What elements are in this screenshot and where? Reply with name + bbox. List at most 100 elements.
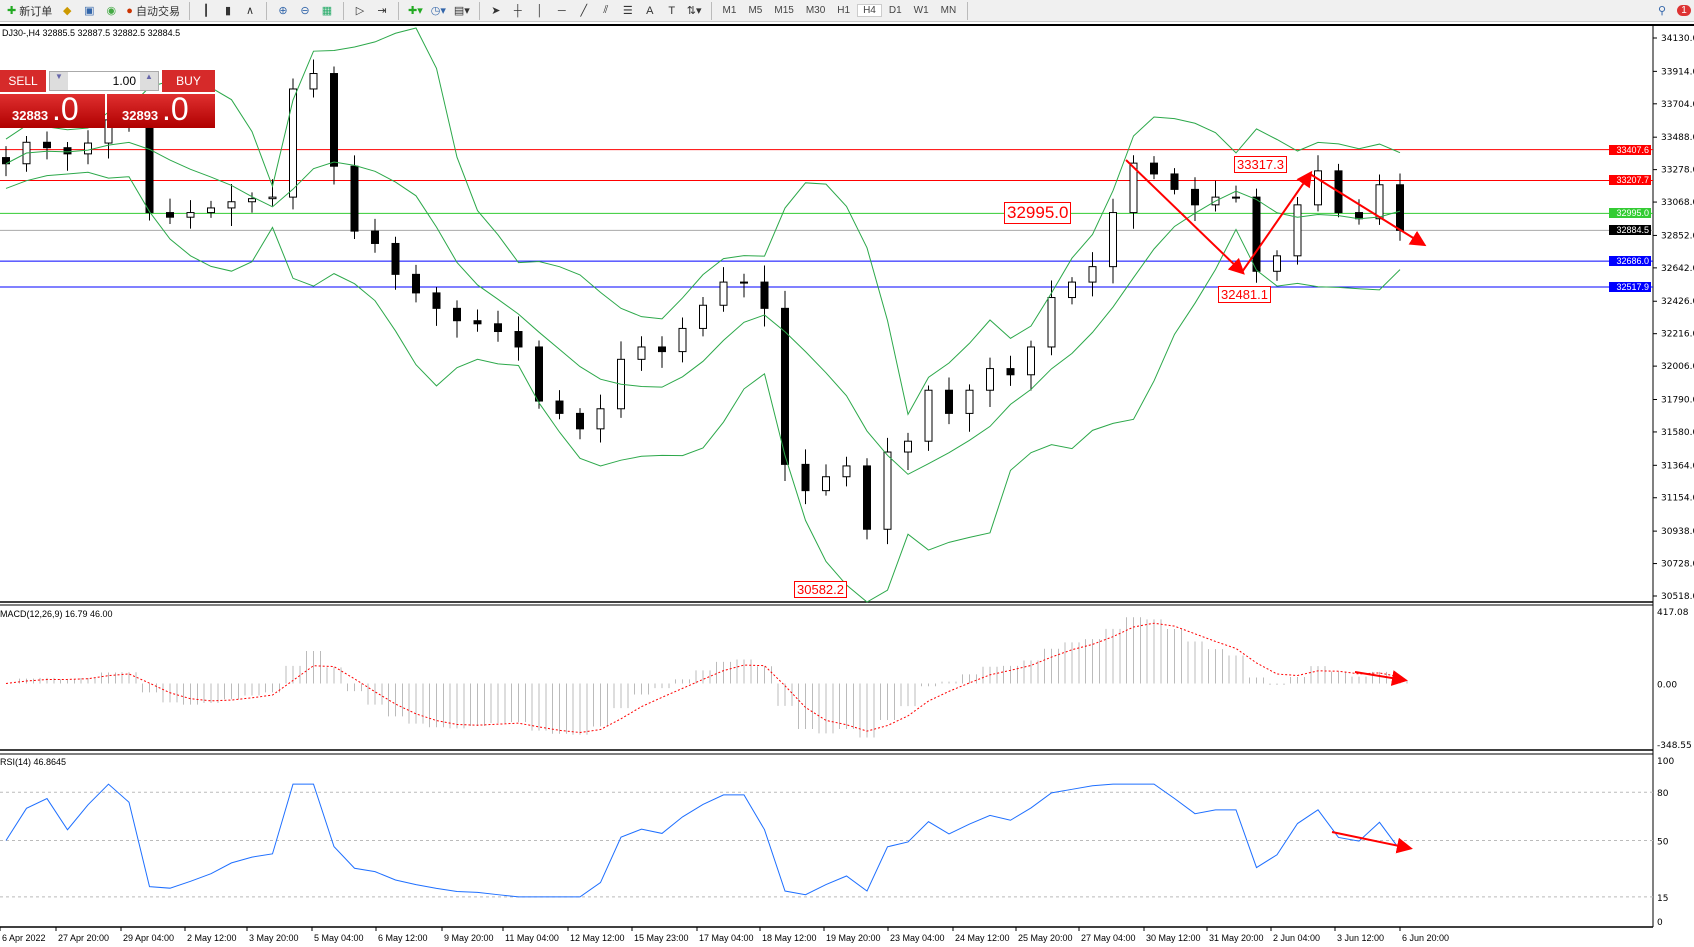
- candle: [494, 323, 502, 333]
- y-tick-label: 33704.0: [1661, 100, 1694, 110]
- rsi-tick-label: 15: [1657, 894, 1668, 904]
- candle: [842, 465, 851, 478]
- candle: [904, 440, 912, 453]
- auto-trading-icon: ●: [126, 4, 133, 17]
- timeframe-w1[interactable]: W1: [913, 5, 929, 16]
- divider: [710, 1, 712, 20]
- auto-trading-button[interactable]: ● 自动交易: [123, 1, 183, 21]
- line-chart-icon[interactable]: ∧: [245, 5, 255, 17]
- buy-price[interactable]: 32893 .0: [107, 91, 215, 128]
- rsi-tick-label: 0: [1657, 918, 1663, 928]
- candle: [1273, 255, 1281, 272]
- candle: [1027, 346, 1035, 376]
- search-icon[interactable]: ⚲: [1657, 5, 1667, 17]
- zoom-in-icon[interactable]: ⊕: [278, 5, 288, 17]
- periods-icon[interactable]: ◷▾: [430, 5, 446, 17]
- timeframe-h4[interactable]: H4: [857, 4, 882, 17]
- x-tick-label: 19 May 20:00: [826, 933, 881, 943]
- x-tick-label: 6 May 12:00: [378, 933, 428, 943]
- text-icon[interactable]: A: [646, 4, 654, 17]
- candle: [63, 147, 72, 155]
- price-line-tag: 32686.0: [1609, 256, 1651, 267]
- new-order-label: 新订单: [19, 5, 53, 18]
- candle: [596, 408, 605, 430]
- text-label-icon[interactable]: T: [668, 4, 676, 17]
- price-line-tag: 32995.0: [1609, 208, 1651, 219]
- equidistant-channel-icon[interactable]: ⫽: [603, 4, 609, 16]
- notifications-button[interactable]: 1: [1674, 1, 1694, 21]
- y-tick-label: 32006.0: [1661, 362, 1694, 372]
- x-tick-label: 27 May 04:00: [1081, 933, 1136, 943]
- timeframe-m1[interactable]: M1: [722, 5, 737, 16]
- templates-icon[interactable]: ▤▾: [453, 5, 470, 17]
- notification-badge: 1: [1677, 5, 1691, 16]
- arrows-icon[interactable]: ⇅▾: [686, 5, 702, 17]
- volume-input[interactable]: 1.00: [112, 74, 136, 88]
- bollinger-upper: [5, 27, 1401, 416]
- volume-stepper[interactable]: ▼ 1.00 ▲: [49, 71, 159, 91]
- crosshair-icon[interactable]: ┼: [513, 4, 522, 17]
- new-order-button[interactable]: ✚ 新订单: [4, 1, 55, 21]
- x-tick-label: 17 May 04:00: [699, 933, 754, 943]
- timeframe-m15[interactable]: M15: [774, 5, 794, 16]
- y-tick-label: 31790.0: [1661, 395, 1694, 405]
- timeframe-m5[interactable]: M5: [748, 5, 763, 16]
- sell-button[interactable]: SELL: [0, 70, 46, 92]
- signals-icon[interactable]: ◉: [106, 5, 117, 17]
- tile-windows-icon[interactable]: ▦: [321, 5, 333, 17]
- market-watch-icon[interactable]: ◆: [63, 5, 72, 17]
- candle: [883, 451, 892, 530]
- navigator-icon[interactable]: ▣: [84, 5, 95, 17]
- divider: [478, 1, 480, 20]
- zoom-out-icon[interactable]: ⊖: [300, 5, 310, 17]
- candle: [412, 273, 420, 294]
- timeframe-h1[interactable]: H1: [837, 5, 851, 16]
- candlestick-icon[interactable]: ▮: [224, 5, 232, 17]
- rsi-label: RSI(14) 46.8645: [0, 757, 67, 767]
- bar-chart-icon[interactable]: ┃: [202, 5, 210, 17]
- auto-scroll-icon[interactable]: ▷: [355, 5, 365, 17]
- x-tick-label: 6 Apr 2022: [2, 933, 46, 943]
- candle: [207, 207, 215, 214]
- chart-shift-icon[interactable]: ⇥: [377, 5, 387, 17]
- candle: [1129, 162, 1138, 214]
- arrow-up-leg: [1241, 170, 1313, 273]
- rsi-trend-arrow: [1331, 831, 1413, 854]
- timeframe-d1[interactable]: D1: [888, 5, 902, 16]
- candle: [1191, 188, 1199, 206]
- candle: [289, 88, 297, 198]
- candle: [678, 327, 687, 353]
- x-tick-label: 27 Apr 20:00: [58, 933, 109, 943]
- timeframe-m30[interactable]: M30: [805, 5, 826, 16]
- vertical-line-icon[interactable]: │: [536, 4, 544, 17]
- volume-increase-button[interactable]: ▲: [140, 72, 158, 90]
- y-tick-label: 34130.0: [1661, 34, 1694, 44]
- candle: [43, 141, 51, 149]
- horizontal-line-icon[interactable]: ─: [557, 4, 566, 17]
- candle: [1396, 184, 1404, 231]
- candle: [1088, 266, 1097, 283]
- sell-price[interactable]: 32883 .0: [0, 91, 105, 128]
- candle: [84, 142, 92, 155]
- divider: [343, 1, 344, 20]
- x-tick-label: 2 Jun 04:00: [1273, 933, 1320, 943]
- candle: [350, 165, 359, 232]
- macd-tick-label: -348.55: [1657, 741, 1692, 751]
- x-tick-label: 12 May 12:00: [570, 933, 625, 943]
- cursor-icon[interactable]: ➤: [491, 5, 501, 17]
- price-chart[interactable]: 34130.0 33914.0 33704.0 33488.0 33278.0 33068…: [0, 26, 1694, 947]
- chart-window[interactable]: 34130.0 33914.0 33704.0 33488.0 33278.0 33068…: [0, 24, 1694, 945]
- timeframe-mn[interactable]: MN: [940, 5, 957, 16]
- indicators-icon[interactable]: ✚▾: [408, 5, 423, 17]
- trendline-icon[interactable]: ╱: [580, 5, 588, 17]
- candle: [740, 281, 748, 284]
- candle: [1232, 196, 1240, 199]
- arrow-down-leg: [1125, 159, 1245, 275]
- candle: [1068, 281, 1076, 299]
- volume-decrease-button[interactable]: ▼: [50, 72, 68, 90]
- candle: [309, 73, 318, 90]
- candle: [432, 292, 441, 309]
- y-tick-label: 33278.0: [1661, 166, 1694, 176]
- fibonacci-icon[interactable]: ☰: [622, 5, 633, 17]
- buy-button[interactable]: BUY: [162, 70, 215, 92]
